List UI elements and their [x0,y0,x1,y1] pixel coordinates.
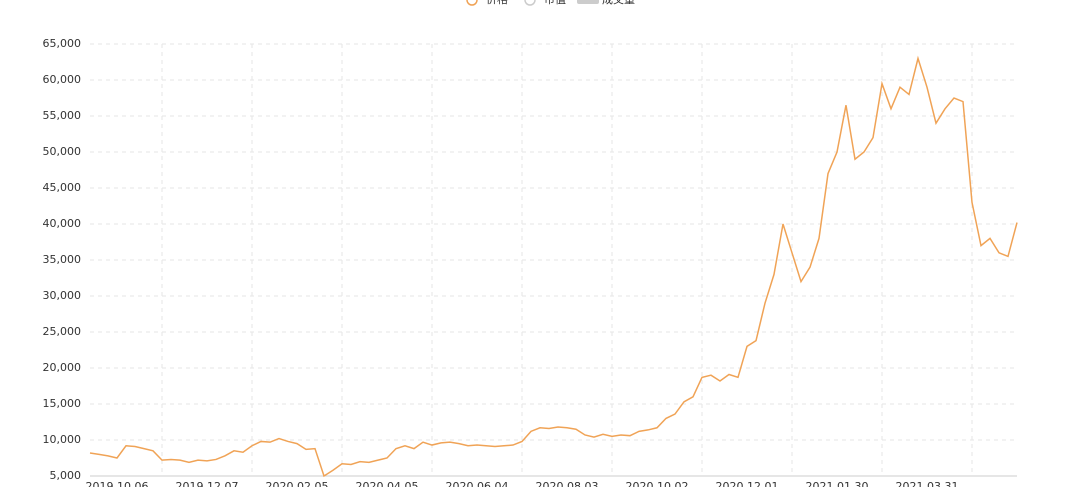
y-tick-label: 65,000 [43,37,82,50]
x-tick-label: 2021.01.30 [806,480,869,487]
x-tick-label: 2020.10.02 [626,480,689,487]
y-tick-label: 40,000 [43,217,82,230]
legend-marker [524,0,536,6]
x-tick-label: 2019.12.07 [176,480,239,487]
y-tick-label: 10,000 [43,433,82,446]
y-tick-label: 5,000 [50,469,82,482]
x-tick-label: 2020.08.03 [536,480,599,487]
y-tick-label: 20,000 [43,361,82,374]
y-tick-label: 30,000 [43,289,82,302]
price-line [89,55,1018,478]
x-tick-label: 2020.12.01 [716,480,779,487]
x-tick-label: 2021.03.31 [896,480,959,487]
x-tick-label: 2019.10.06 [86,480,149,487]
y-tick-label: 60,000 [43,73,82,86]
legend-label: 成交量 [602,0,635,6]
y-tick-label: 25,000 [43,325,82,338]
y-tick-label: 35,000 [43,253,82,266]
y-tick-label: 45,000 [43,181,82,194]
legend-marker [577,0,599,4]
legend-label: 市值 [544,0,566,6]
legend-label: 价格 [486,0,508,6]
x-tick-label: 2020.06.04 [446,480,509,487]
y-tick-label: 15,000 [43,397,82,410]
x-tick-label: 2020.02.05 [266,480,329,487]
legend-marker [466,0,478,6]
y-tick-label: 55,000 [43,109,82,122]
y-tick-label: 50,000 [43,145,82,158]
x-tick-label: 2020.04.05 [356,480,419,487]
